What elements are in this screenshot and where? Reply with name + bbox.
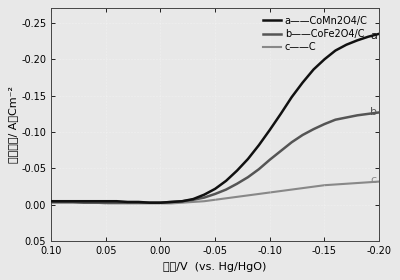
Text: b: b (370, 108, 378, 117)
X-axis label: 电位/V  (vs. Hg/HgO): 电位/V (vs. Hg/HgO) (164, 262, 267, 272)
Y-axis label: 电流密度/ A，Cm⁻²: 电流密度/ A，Cm⁻² (8, 86, 18, 163)
Legend: a——CoMn2O4/C, b——CoFe2O4/C, c——C: a——CoMn2O4/C, b——CoFe2O4/C, c——C (264, 15, 368, 52)
Text: c: c (370, 175, 376, 185)
Text: a: a (370, 31, 377, 41)
